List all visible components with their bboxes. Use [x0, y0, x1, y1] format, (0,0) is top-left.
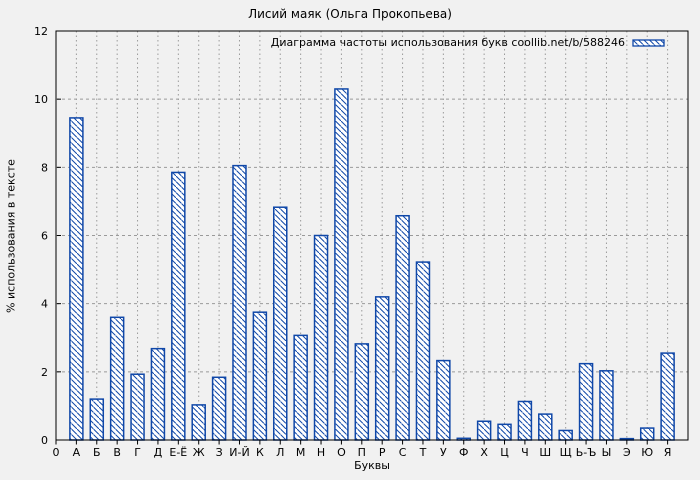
bar-А: [69, 117, 84, 441]
bar-У: [436, 359, 451, 441]
x-axis-label: Буквы: [354, 459, 390, 472]
x-tick-label: Л: [276, 446, 284, 459]
x-tick-label: Р: [379, 446, 386, 459]
x-tick-label: З: [216, 446, 223, 459]
x-tick-label: Ф: [459, 446, 468, 459]
bars: [69, 88, 675, 441]
bar-Г: [130, 373, 145, 441]
bar-Д: [150, 347, 166, 441]
x-tick-label: Ц: [500, 446, 509, 459]
y-axis-label: % использования в тексте: [4, 159, 18, 313]
x-tick-label: Г: [134, 446, 141, 459]
bar-Л: [273, 206, 288, 441]
x-tick-label: О: [337, 446, 346, 459]
x-tick-label: Щ: [560, 446, 572, 459]
bar-О: [334, 88, 349, 441]
y-tick-label: 4: [41, 298, 48, 311]
plot-border: [55, 30, 689, 441]
x-tick-label: Ш: [539, 446, 551, 459]
bar-Р: [374, 296, 390, 441]
y-tick-label: 0: [41, 434, 48, 447]
bar-Ч: [517, 400, 533, 441]
bar-Ж: [191, 404, 206, 441]
x-tick-label: Я: [664, 446, 672, 459]
x-tick-label: И-Й: [229, 446, 249, 459]
x-tick-label: В: [113, 446, 121, 459]
bar-Н: [313, 234, 329, 441]
bar-Ю: [639, 427, 655, 441]
x-tick-label: С: [399, 446, 407, 459]
bar-Щ: [558, 429, 573, 441]
x-tick-label: К: [256, 446, 264, 459]
x-tick-label: Д: [154, 446, 163, 459]
bar-З: [211, 376, 227, 441]
bar-Х: [476, 420, 492, 441]
x-tick-label: М: [296, 446, 306, 459]
bar-Ш: [538, 413, 553, 441]
chart-title: Лисий маяк (Ольга Прокопьева): [248, 7, 452, 21]
bar-Е-Ё: [171, 171, 186, 441]
x-tick-label: У: [440, 446, 447, 459]
x-tick-label: П: [358, 446, 366, 459]
bar-Ь-Ъ: [578, 362, 594, 441]
legend: Диаграмма частоты использования букв coo…: [271, 36, 665, 49]
legend-swatch-icon: [632, 38, 665, 47]
x-tick-label: Ь-Ъ: [576, 446, 597, 459]
bar-Я: [660, 352, 675, 441]
x-tick-label: Н: [317, 446, 325, 459]
x-tick-label: Ж: [193, 446, 205, 459]
bar-Б: [89, 398, 105, 441]
x-tick-label: 0: [53, 446, 60, 459]
x-tick-label: Ю: [641, 446, 653, 459]
x-tick-label: Э: [623, 446, 631, 459]
y-tick-label: 12: [34, 25, 48, 38]
x-tick-label: Е-Ё: [169, 446, 187, 459]
bar-П: [354, 343, 370, 441]
legend-label: Диаграмма частоты использования букв coo…: [270, 36, 625, 49]
x-tick-label: Т: [419, 446, 427, 459]
y-tick-label: 8: [41, 161, 48, 174]
bar-В: [109, 316, 125, 441]
bar-Ы: [599, 370, 614, 441]
x-tick-label: Ы: [602, 446, 612, 459]
x-tick-label: Х: [480, 446, 488, 459]
bar-Т: [415, 261, 431, 441]
bar-Ц: [497, 423, 512, 441]
bar-М: [293, 334, 308, 441]
bar-С: [395, 214, 410, 441]
x-tick-label: Б: [93, 446, 101, 459]
y-tick-label: 6: [41, 230, 48, 243]
y-tick-label: 2: [41, 366, 48, 379]
x-tick-label: А: [73, 446, 81, 459]
bar-К: [252, 311, 268, 441]
bar-И-Й: [232, 164, 247, 441]
y-tick-label: 10: [34, 93, 48, 106]
x-tick-label: Ч: [521, 446, 529, 459]
